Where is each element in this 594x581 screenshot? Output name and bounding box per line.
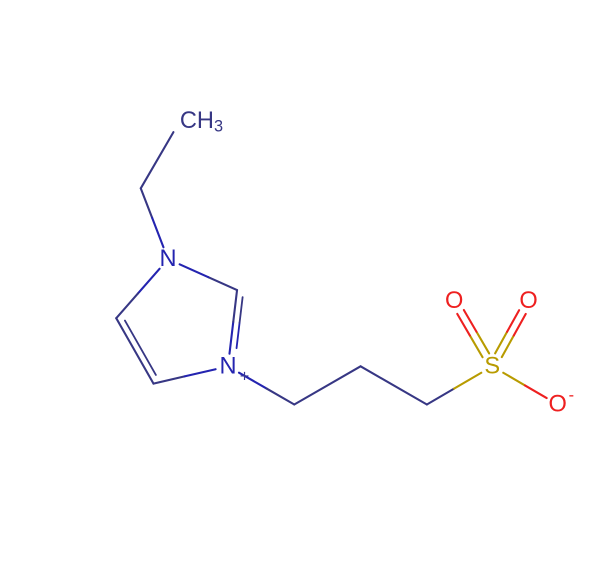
charge-N3: + xyxy=(240,367,250,385)
atom-label-O_dbl_left: O xyxy=(445,288,463,314)
molecule-diagram: CH3NN+SOOO- xyxy=(0,0,594,581)
bond xyxy=(116,318,153,383)
bond xyxy=(180,264,209,277)
bond xyxy=(141,132,174,188)
bond xyxy=(361,366,427,404)
bond xyxy=(125,321,156,375)
bond xyxy=(240,297,243,323)
charge-O_neg: - xyxy=(569,386,574,404)
bond xyxy=(185,369,216,376)
bond xyxy=(138,269,160,294)
bond xyxy=(208,277,237,290)
bond xyxy=(427,389,454,405)
bond xyxy=(229,322,233,354)
atom-label-O_neg: O xyxy=(548,391,566,417)
bond xyxy=(503,373,525,386)
bond xyxy=(525,385,547,398)
bond xyxy=(294,366,360,404)
bond xyxy=(454,373,481,389)
bond xyxy=(237,323,240,349)
atom-label-O_dbl_right: O xyxy=(519,288,537,314)
bond xyxy=(267,389,295,405)
atom-label-N1: N xyxy=(159,246,176,272)
atom-label-S: S xyxy=(484,353,500,379)
atom-label-C_ethyl_CH3: CH3 xyxy=(180,108,223,135)
bond xyxy=(116,293,138,318)
atom-label-N3: N xyxy=(219,353,236,379)
bond xyxy=(153,376,184,383)
bond xyxy=(233,290,237,322)
bond xyxy=(141,188,152,217)
bond xyxy=(152,218,163,247)
